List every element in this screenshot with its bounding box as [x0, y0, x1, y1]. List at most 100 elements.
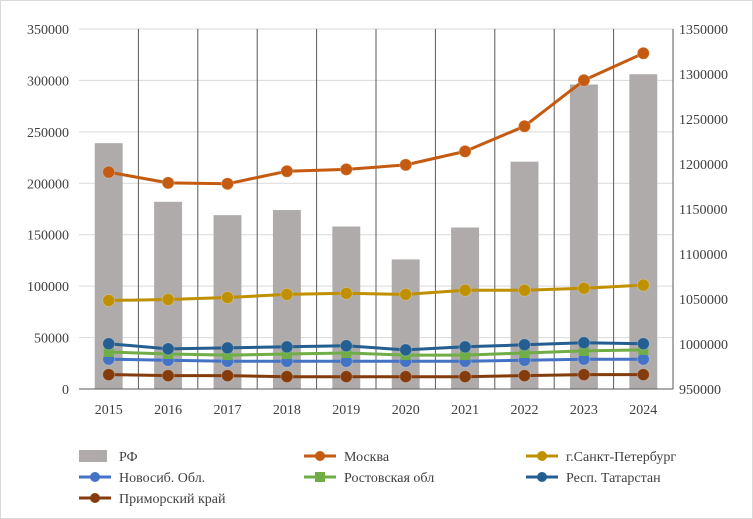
y-right-tick-label: 1200000 [679, 158, 728, 173]
x-tick-label: 2023 [570, 403, 598, 418]
x-tick-label: 2020 [392, 403, 420, 418]
y-left-tick-label: 100000 [27, 280, 69, 295]
legend-swatch-marker [537, 472, 547, 482]
point-marker [577, 281, 591, 295]
legend-label: Новосиб. Обл. [119, 471, 205, 486]
legend-label: Респ. Татарстан [566, 471, 661, 486]
legend-label: Москва [344, 450, 390, 465]
point-marker [102, 368, 116, 382]
point-marker [280, 340, 294, 354]
y-right-tick-label: 950000 [679, 383, 721, 398]
y-left-tick-label: 200000 [27, 177, 69, 192]
point-marker [161, 342, 175, 356]
legend-swatch-marker [315, 472, 325, 482]
x-tick-label: 2022 [511, 403, 539, 418]
point-marker [161, 369, 175, 383]
point-marker [102, 165, 116, 179]
line-layer [102, 46, 650, 384]
point-marker [636, 46, 650, 60]
y-right-tick-label: 1000000 [679, 338, 728, 353]
x-tick-label: 2021 [451, 403, 479, 418]
point-marker [460, 350, 471, 361]
point-marker [102, 337, 116, 351]
line-series-3 [108, 348, 644, 357]
point-marker [399, 158, 413, 172]
bar-rf [391, 259, 420, 389]
x-tick-label: 2017 [214, 403, 242, 418]
y-right-tick-label: 1350000 [679, 23, 728, 38]
point-marker [161, 293, 175, 307]
point-marker [339, 370, 353, 384]
x-tick-label: 2016 [154, 403, 182, 418]
x-tick-label: 2019 [332, 403, 360, 418]
point-marker [577, 336, 591, 350]
legend-swatch-bar [79, 450, 107, 462]
legend-label: РФ [119, 450, 138, 465]
point-marker [339, 286, 353, 300]
point-marker [636, 352, 650, 366]
y-left-tick-label: 50000 [34, 332, 69, 347]
y-right-tick-label: 1250000 [679, 113, 728, 128]
legend-swatch-marker [315, 451, 325, 461]
point-marker [636, 337, 650, 351]
point-marker [519, 348, 530, 358]
legend-swatch-marker [90, 493, 100, 503]
point-marker [638, 344, 649, 355]
x-tick-label: 2018 [273, 403, 301, 418]
legend-label: Ростовская обл [344, 471, 434, 486]
legend-swatch-marker [537, 451, 547, 461]
point-marker [221, 290, 234, 304]
point-marker [577, 368, 591, 382]
legend-label: г.Санкт-Петербург [566, 450, 676, 465]
point-marker [518, 283, 531, 297]
point-marker [636, 278, 650, 292]
point-marker [280, 164, 294, 178]
point-marker [458, 283, 472, 297]
legend-layer: РФ Москва г.Санкт-Петербург Новосиб. Обл. Ро… [79, 450, 676, 507]
grid-layer [79, 28, 673, 390]
x-tick-label: 2024 [629, 403, 657, 418]
bar-rf [629, 74, 658, 389]
y-left-tick-label: 0 [62, 383, 69, 398]
point-marker [221, 369, 234, 383]
point-marker [458, 144, 472, 158]
point-marker [578, 345, 589, 356]
y-right-tick-label: 1150000 [679, 203, 727, 218]
y-left-tick-label: 250000 [27, 126, 69, 141]
point-marker [339, 162, 353, 176]
line-series-1 [108, 283, 644, 302]
point-marker [399, 370, 413, 384]
point-marker [458, 340, 472, 354]
point-marker [221, 177, 234, 191]
point-marker [518, 369, 531, 383]
y-right-tick-label: 1100000 [679, 248, 727, 263]
point-marker [518, 119, 531, 133]
x-tick-label: 2015 [95, 403, 123, 418]
line-series-4 [108, 341, 644, 352]
point-marker [280, 370, 294, 384]
y-right-tick-label: 1050000 [679, 293, 728, 308]
point-marker [103, 346, 114, 357]
line-series-2 [108, 357, 644, 363]
point-marker [102, 294, 116, 308]
point-marker [341, 348, 352, 358]
point-marker [636, 368, 650, 382]
legend-swatch-marker [90, 472, 100, 482]
point-marker [399, 343, 413, 357]
y-left-tick-label: 150000 [27, 229, 69, 244]
point-marker [399, 287, 413, 301]
point-marker [281, 349, 292, 360]
y-left-tick-label: 300000 [27, 74, 69, 89]
point-marker [222, 350, 233, 361]
point-marker [518, 338, 531, 352]
point-marker [280, 287, 294, 301]
line-series-5 [108, 373, 644, 379]
y-right-tick-label: 1300000 [679, 68, 728, 83]
point-marker [339, 339, 353, 353]
point-marker [161, 176, 175, 190]
y-left-tick-label: 350000 [27, 23, 69, 38]
point-marker [577, 73, 591, 87]
point-marker [221, 341, 234, 355]
